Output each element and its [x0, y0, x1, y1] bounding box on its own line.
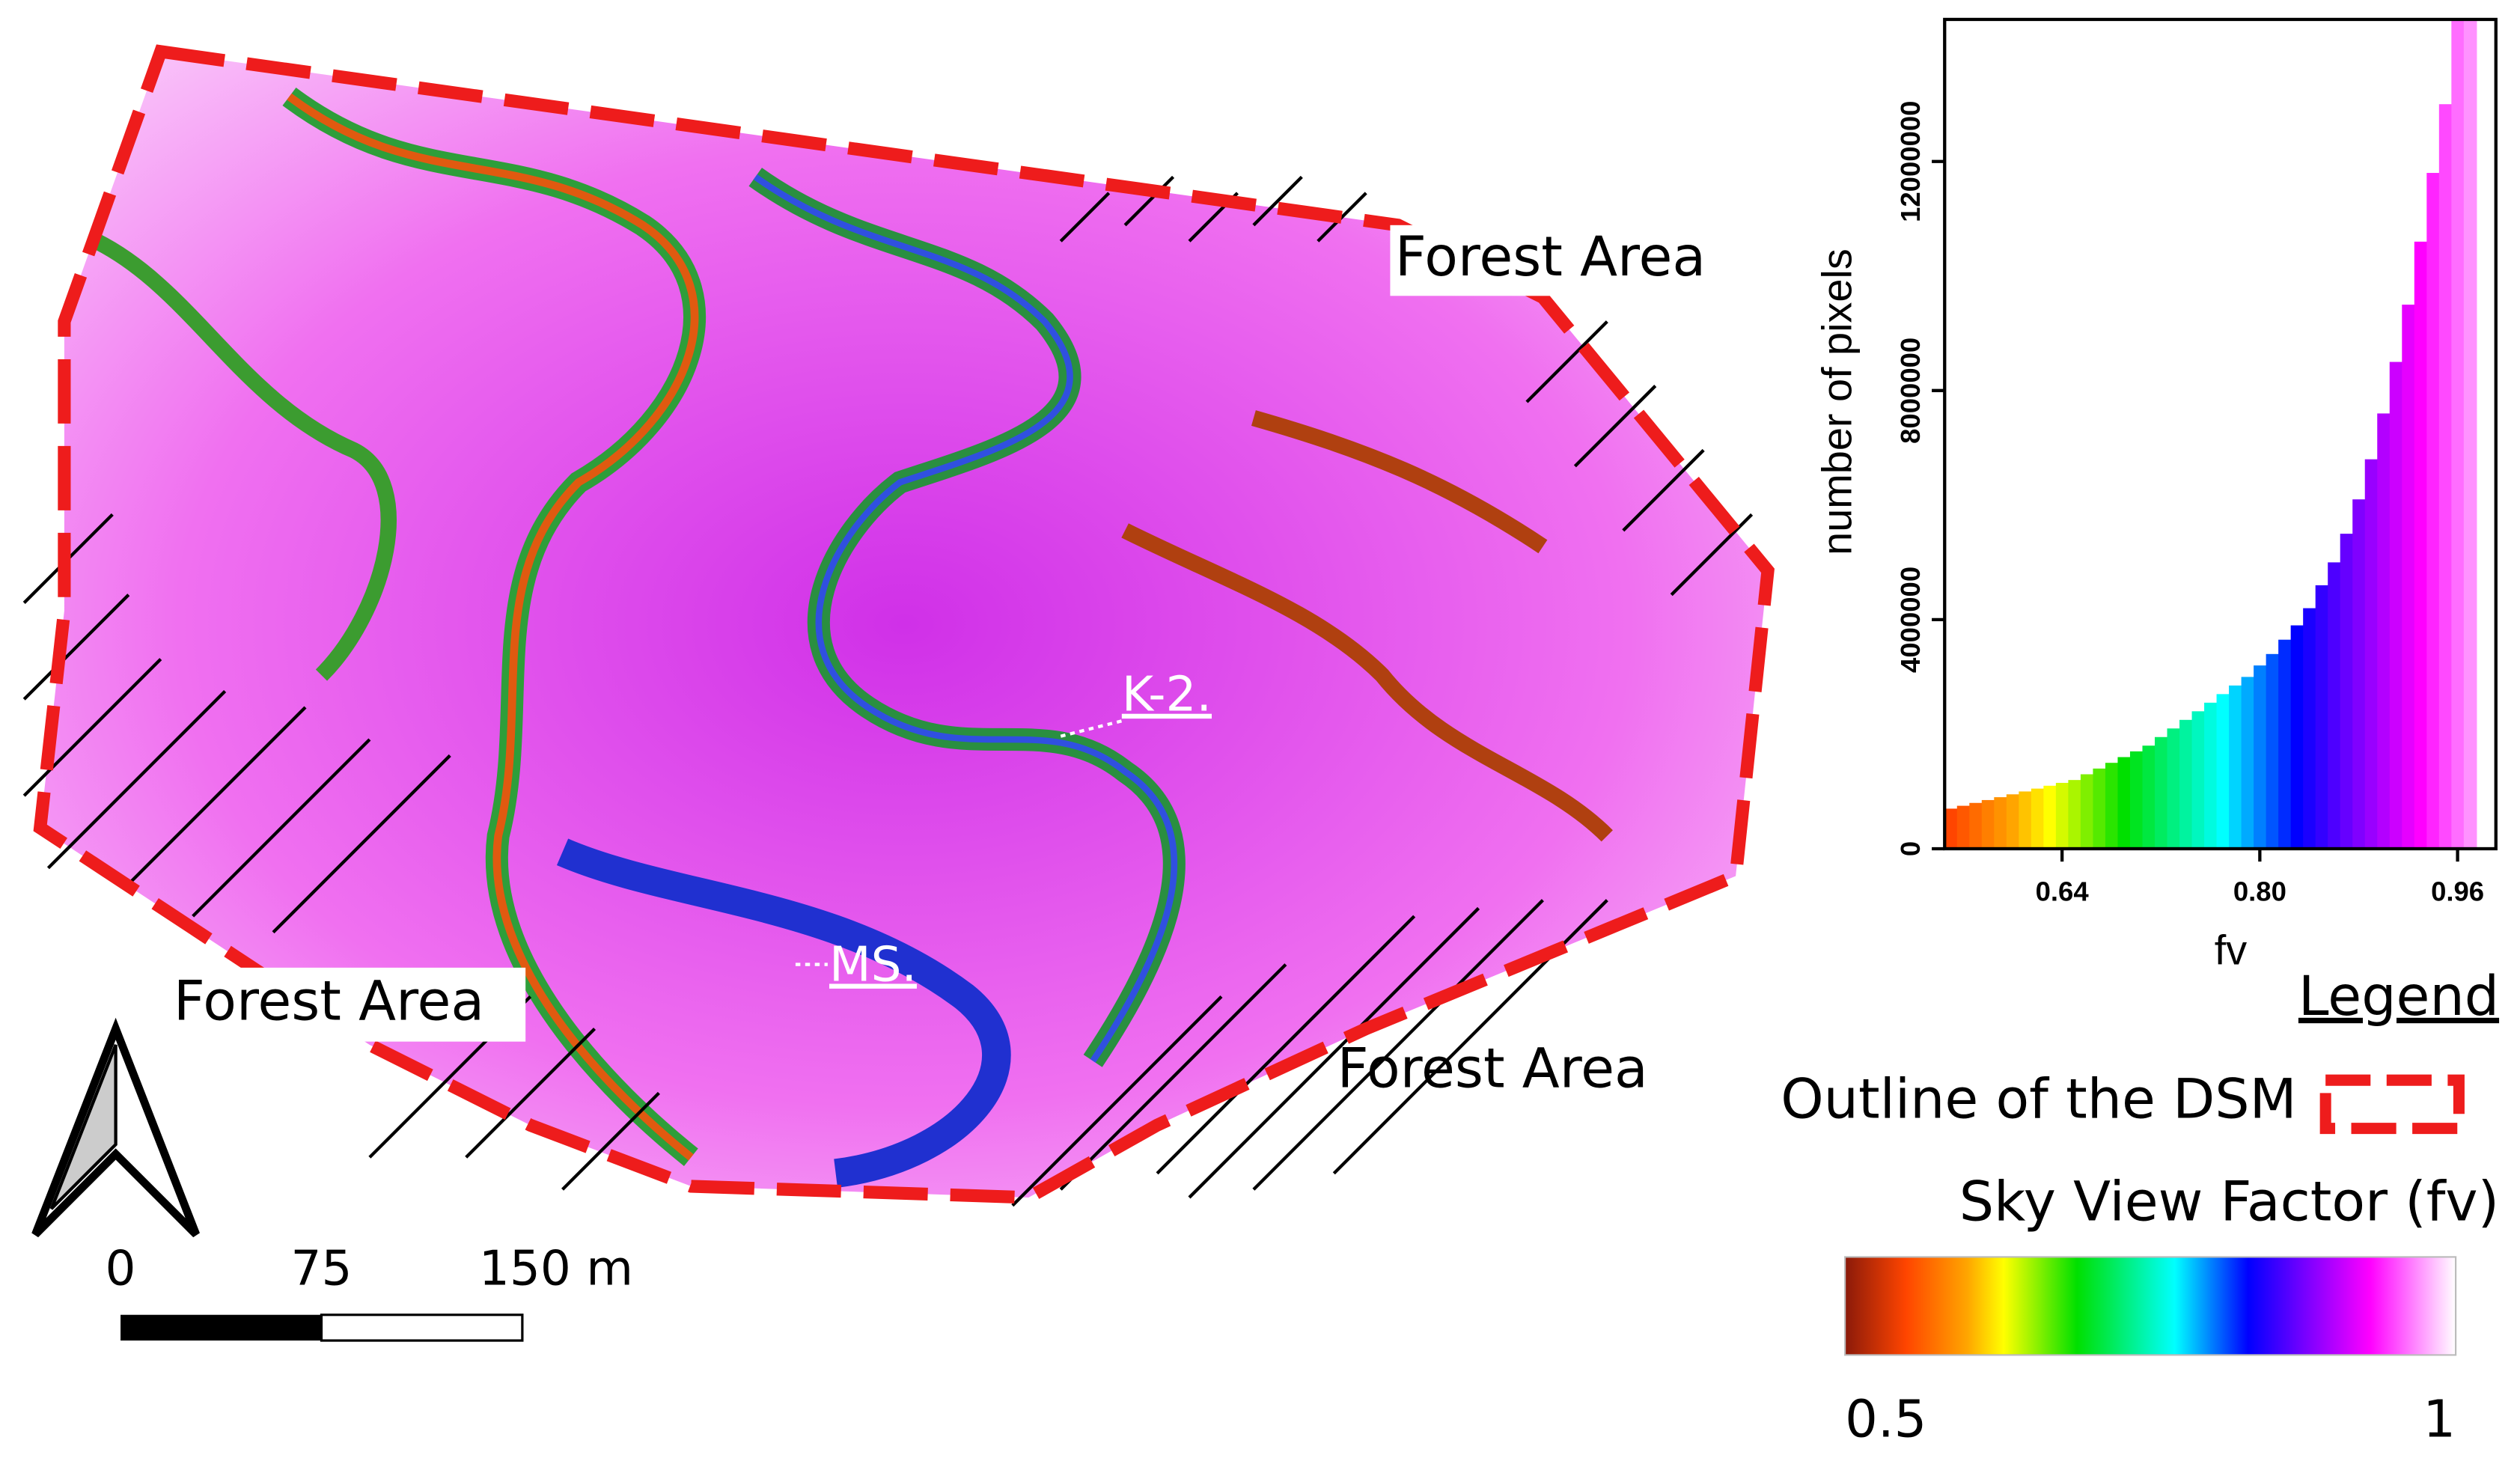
histogram: 0 4000000 8000000 12000000 0.64 0.80 0.96 — [1895, 19, 2484, 907]
bar — [1944, 808, 1958, 849]
bar — [2129, 751, 2144, 849]
bar — [2055, 782, 2069, 849]
scale-bar — [120, 1314, 322, 1341]
plot-frame — [1943, 17, 2498, 851]
bar — [2303, 608, 2316, 849]
x-tick-label: 0.80 — [2233, 876, 2286, 907]
bar — [2191, 711, 2206, 849]
label-box — [168, 967, 526, 1042]
north-arrow — [31, 1017, 200, 1238]
map-raster — [40, 51, 1769, 1198]
colorbar-title: Sky View Factor (fv) — [1959, 1171, 2499, 1234]
bar — [2204, 702, 2218, 849]
bar — [2352, 499, 2366, 849]
colorbar — [1844, 1256, 2457, 1356]
canopy-blobs — [93, 87, 1613, 1188]
legend-swatch — [2319, 1074, 2465, 1135]
bar — [2167, 728, 2181, 849]
scale-label: 75 — [290, 1240, 352, 1296]
bar — [2093, 768, 2107, 849]
bar — [2328, 562, 2341, 849]
bar — [2216, 694, 2230, 849]
bar — [2241, 677, 2255, 849]
site-label: MS. — [829, 936, 917, 992]
bar — [2278, 639, 2292, 849]
bar — [2117, 757, 2132, 849]
bar — [2414, 241, 2428, 849]
bar — [2290, 625, 2304, 849]
bar — [1956, 805, 1971, 849]
bar — [2364, 459, 2379, 849]
y-tick-label: 0 — [1895, 841, 1926, 856]
bar — [2043, 785, 2057, 849]
bar — [2080, 774, 2094, 849]
hatching — [22, 175, 1754, 1207]
forest-label: Forest Area — [174, 969, 484, 1033]
bar — [1981, 799, 1995, 849]
x-tick-label: 0.96 — [2431, 876, 2484, 907]
bar — [2377, 413, 2391, 849]
dsm-outline — [33, 44, 1775, 1204]
x-tick-label: 0.64 — [2036, 876, 2090, 907]
bar — [2142, 745, 2156, 849]
bar — [2451, 19, 2465, 849]
bar — [2105, 763, 2119, 849]
bar — [2006, 794, 2020, 849]
bar — [2438, 104, 2453, 849]
bar — [2340, 534, 2354, 849]
y-axis-label: number of pixels — [1813, 248, 1860, 555]
y-tick-label: 8000000 — [1895, 338, 1926, 444]
bar — [2068, 780, 2081, 849]
forest-label: Forest Area — [1395, 225, 1706, 289]
bar — [2154, 736, 2168, 849]
scale-label: 150 m — [479, 1240, 633, 1296]
bar — [2031, 788, 2045, 849]
bar — [2254, 665, 2267, 849]
site-leader — [1060, 719, 1126, 738]
bar — [2402, 305, 2415, 849]
y-tick-label: 12000000 — [1895, 101, 1926, 222]
x-axis-label: fv — [2215, 926, 2248, 973]
label-box — [1390, 225, 1704, 296]
scale-label: 0 — [106, 1240, 136, 1296]
legend-item: Outline of the DSM — [1781, 1067, 2296, 1131]
bar — [2426, 173, 2440, 849]
bar — [1969, 802, 1983, 849]
bar — [2266, 653, 2280, 849]
forest-label: Forest Area — [1337, 1037, 1648, 1100]
bar — [2229, 685, 2242, 849]
bar — [2019, 791, 2032, 849]
y-tick-label: 4000000 — [1895, 567, 1926, 673]
bar — [2315, 585, 2329, 849]
site-label: K-2. — [1122, 667, 1212, 723]
colorbar-max: 1 — [2423, 1390, 2456, 1450]
bar — [1994, 797, 2007, 849]
map: Forest Area Forest Area Forest Area K-2.… — [22, 44, 1775, 1207]
scale-bar — [320, 1314, 524, 1342]
bar — [2463, 19, 2477, 849]
colorbar-min: 0.5 — [1845, 1390, 1926, 1450]
legend-title: Legend — [2298, 965, 2499, 1028]
bar — [2179, 719, 2193, 849]
bar — [2389, 362, 2403, 849]
